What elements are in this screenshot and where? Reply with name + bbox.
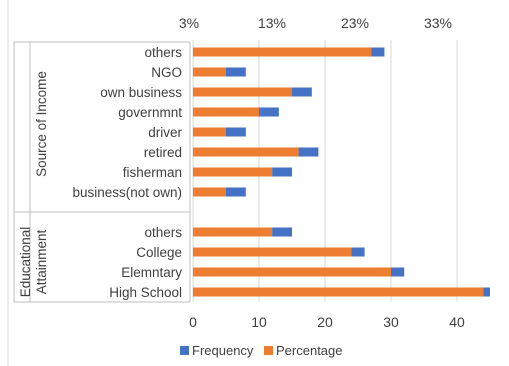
legend-label-percentage: Percentage [276, 343, 343, 358]
bar-percentage [193, 247, 352, 257]
x-tick-label: 40 [449, 314, 465, 330]
x-tick-label: 10 [251, 314, 267, 330]
bar-percentage [193, 167, 273, 177]
bar-percentage [193, 187, 226, 197]
bar-frequency [259, 107, 279, 117]
bar-frequency [292, 87, 312, 97]
bar-frequency [391, 267, 405, 277]
category-label: driver [148, 125, 182, 140]
category-label: others [144, 225, 182, 240]
legend-label-frequency: Frequency [192, 343, 254, 358]
group-label-educational-attainment-line1: Educational [18, 227, 33, 298]
legend-swatch-percentage [264, 346, 273, 355]
bar-frequency [351, 247, 365, 257]
group-label-educational-attainment-line2: Attainment [34, 229, 49, 294]
x-tick-label: 20 [317, 314, 333, 330]
bar-percentage [193, 47, 372, 57]
category-label: others [144, 45, 182, 60]
category-label: College [136, 245, 182, 260]
bar-percentage [193, 87, 292, 97]
bar-percentage [193, 67, 226, 77]
category-label: Elemntary [121, 265, 182, 280]
top-tick-label: 13% [258, 15, 286, 31]
top-tick-label: 33% [424, 15, 452, 31]
bar-frequency [371, 47, 385, 57]
bar-frequency [226, 127, 246, 137]
category-label: fisherman [123, 165, 182, 180]
group-label-source-of-income: Source of Income [34, 71, 49, 177]
category-label: own business [100, 85, 182, 100]
bar-frequency [226, 187, 246, 197]
bar-percentage [193, 127, 226, 137]
x-tick-label: 30 [383, 314, 399, 330]
bar-percentage [193, 147, 299, 157]
bar-percentage [193, 267, 391, 277]
category-label: High School [109, 285, 182, 300]
category-label: NGO [151, 65, 182, 80]
top-tick-label: 23% [341, 15, 369, 31]
bar-frequency [272, 227, 292, 237]
category-label: retired [144, 145, 182, 160]
bar-frequency [483, 287, 490, 297]
bar-percentage [193, 227, 273, 237]
legend-swatch-frequency [180, 346, 189, 355]
category-label: governmnt [118, 105, 182, 120]
bar-frequency [272, 167, 292, 177]
bar-frequency [226, 67, 246, 77]
category-label: business(not own) [72, 185, 182, 200]
bar-frequency [298, 147, 319, 157]
top-tick-label: 3% [179, 15, 199, 31]
bar-percentage [193, 287, 484, 297]
x-tick-label: 0 [189, 314, 197, 330]
bar-percentage [193, 107, 259, 117]
